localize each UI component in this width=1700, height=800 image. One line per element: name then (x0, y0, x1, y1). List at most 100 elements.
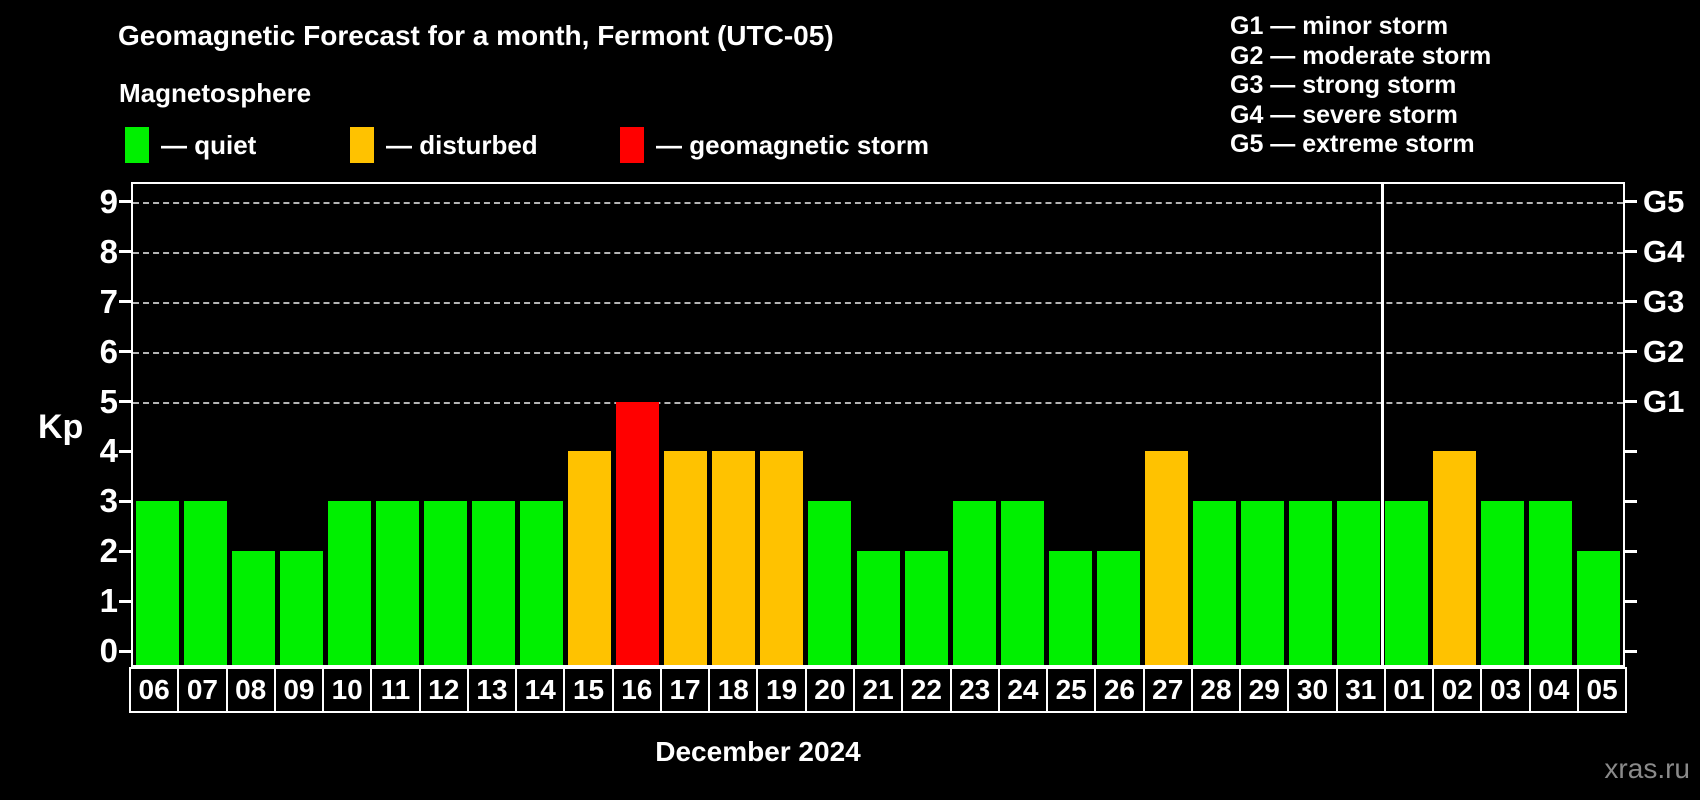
storm-color-swatch (620, 127, 644, 163)
x-axis-day-label-21: 21 (852, 669, 901, 711)
kp-bar-day-12 (423, 501, 467, 665)
kp-bar-day-27 (1144, 451, 1188, 665)
y-axis-tick-right-6 (1625, 350, 1637, 354)
kp-bar-day-29 (1241, 501, 1285, 665)
kp-bar-day-08 (231, 551, 275, 665)
y-axis-label-1: 1 (99, 582, 118, 620)
y-axis-label-3: 3 (99, 482, 118, 520)
g-scale-label-g5: G5 (1643, 183, 1685, 219)
kp-bar-day-25 (1048, 551, 1092, 665)
x-axis-day-label-05: 05 (1576, 669, 1625, 711)
g-scale-label-g1: G1 (1643, 383, 1685, 419)
y-axis-title-kp: Kp (38, 408, 84, 446)
x-axis-day-label-27: 27 (1142, 669, 1191, 711)
y-axis-tick-right-9 (1625, 200, 1637, 204)
page-title: Geomagnetic Forecast for a month, Fermon… (118, 20, 834, 51)
y-axis-tick-left-6 (119, 350, 131, 354)
kp-bar-day-18 (712, 451, 756, 665)
x-axis-day-label-09: 09 (273, 669, 322, 711)
legend-label-disturbed: — disturbed (386, 129, 538, 160)
legend-item-disturbed: — disturbed (350, 126, 538, 164)
kp-bar-day-22 (904, 551, 948, 665)
kp-bar-day-11 (375, 501, 419, 665)
x-axis-day-label-19: 19 (756, 669, 804, 711)
y-axis-label-6: 6 (99, 332, 118, 370)
y-axis-tick-left-1 (119, 599, 131, 603)
y-axis-tick-right-3 (1625, 499, 1637, 503)
x-axis-day-label-13: 13 (466, 669, 515, 711)
y-axis-label-7: 7 (99, 282, 118, 320)
y-axis-tick-right-8 (1625, 250, 1637, 254)
x-axis-day-label-23: 23 (949, 669, 998, 711)
kp-bar-day-16 (616, 401, 660, 665)
x-axis-day-label-08: 08 (225, 669, 274, 711)
legend-item-quiet: — quiet (125, 126, 256, 164)
x-axis-day-label-26: 26 (1094, 669, 1142, 711)
watermark-xras-ru: xras.ru (1604, 753, 1690, 784)
y-axis-label-4: 4 (99, 432, 118, 470)
x-axis-day-label-06: 06 (138, 674, 170, 705)
y-axis-tick-right-7 (1625, 300, 1637, 304)
y-axis-tick-right-4 (1625, 449, 1637, 453)
kp-bar-day-06 (135, 501, 179, 665)
x-axis-day-label-12: 12 (418, 669, 467, 711)
storm-scale-legend: G1 — minor storm G2 — moderate storm G3 … (1230, 12, 1491, 160)
x-axis-day-label-30: 30 (1287, 669, 1335, 711)
kp-bar-day-02 (1433, 451, 1477, 665)
kp-bar-day-28 (1192, 501, 1236, 665)
kp-bar-day-31 (1337, 501, 1381, 665)
kp-bar-day-04 (1529, 501, 1573, 665)
kp-bar-day-20 (808, 501, 852, 665)
kp-bar-day-15 (568, 451, 612, 665)
kp-bar-day-01 (1385, 501, 1429, 665)
y-axis-tick-right-5 (1625, 400, 1637, 403)
y-axis-label-8: 8 (99, 232, 118, 270)
gridline-kp-8 (133, 251, 1623, 254)
kp-bar-day-10 (327, 501, 371, 665)
x-axis-month-label: December 2024 (655, 736, 861, 767)
x-axis-day-label-31: 31 (1335, 669, 1384, 711)
g-scale-label-g2: G2 (1643, 333, 1685, 369)
g-scale-label-g4: G4 (1643, 233, 1685, 269)
x-axis-day-label-02: 02 (1432, 669, 1480, 711)
kp-bar-chart-plot-area (131, 182, 1625, 667)
y-axis-tick-right-0 (1625, 649, 1637, 653)
legend-item-storm: — geomagnetic storm (620, 126, 929, 164)
kp-bar-day-05 (1577, 551, 1621, 665)
kp-bar-day-24 (1000, 501, 1044, 665)
kp-bar-day-13 (472, 501, 516, 665)
legend-label-quiet: — quiet (161, 129, 257, 160)
y-axis-label-2: 2 (99, 532, 118, 570)
kp-bar-day-30 (1289, 501, 1333, 665)
storm-scale-g3: G3 — strong storm (1230, 71, 1457, 99)
kp-bar-day-17 (664, 451, 708, 665)
magnetosphere-label: Magnetosphere (119, 78, 312, 108)
y-axis-label-9: 9 (99, 182, 118, 220)
x-axis-day-label-10: 10 (322, 669, 370, 711)
x-axis-day-label-18: 18 (708, 669, 756, 711)
storm-scale-g2: G2 — moderate storm (1230, 41, 1492, 70)
gridline-kp-5 (133, 401, 1623, 404)
kp-bar-day-14 (520, 501, 564, 665)
x-axis-day-label-25: 25 (1046, 669, 1094, 711)
x-axis-day-label-15: 15 (563, 669, 611, 711)
storm-scale-g5: G5 — extreme storm (1230, 130, 1475, 158)
x-axis-day-label-03: 03 (1480, 669, 1528, 711)
y-axis-label-0: 0 (99, 632, 118, 669)
gridline-kp-7 (133, 301, 1623, 304)
x-axis-day-label-01: 01 (1383, 669, 1432, 711)
y-axis-tick-left-2 (119, 549, 131, 553)
y-axis-label-5: 5 (99, 382, 118, 420)
y-axis-tick-left-7 (119, 300, 131, 304)
x-axis-day-label-11: 11 (370, 669, 418, 711)
x-axis-day-strip: 06 07 08 09 10 11 12 13 14 15 16 17 18 19 20 21 22 23 24 25… (129, 667, 1627, 713)
kp-bar-day-23 (952, 501, 996, 665)
disturbed-color-swatch (350, 127, 374, 163)
y-axis-tick-left-8 (119, 250, 131, 254)
gridline-kp-6 (133, 351, 1623, 354)
kp-bar-day-19 (760, 451, 804, 665)
y-axis-tick-left-9 (119, 200, 131, 204)
y-axis-tick-left-5 (119, 400, 131, 403)
kp-bar-day-09 (279, 551, 323, 665)
x-axis-day-label-07: 07 (177, 669, 225, 711)
